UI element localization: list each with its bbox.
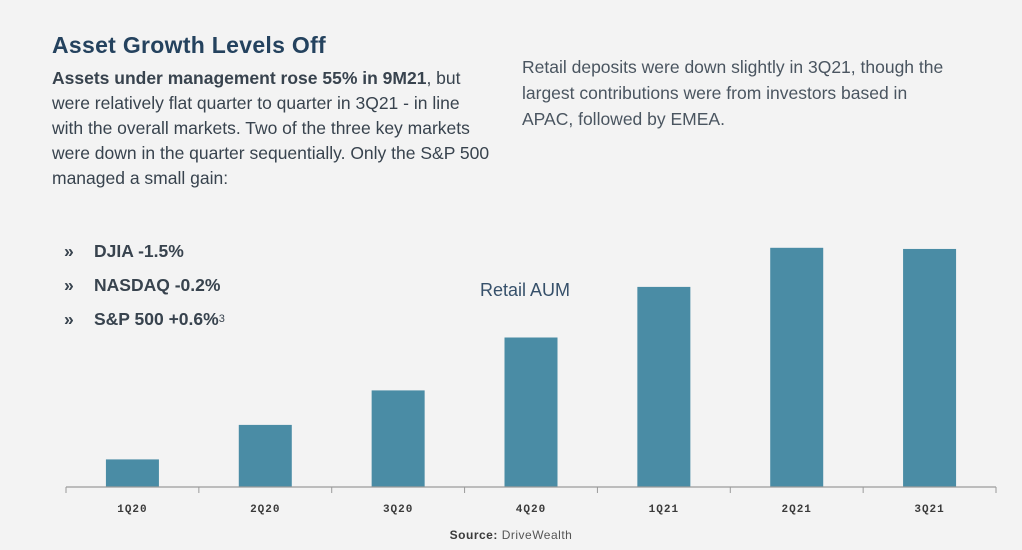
bullet-nasdaq: » NASDAQ -0.2% [64,268,225,302]
x-tick-label: 4Q20 [516,504,546,516]
x-tick-label: 2Q20 [250,504,280,516]
left-paragraph: Assets under management rose 55% in 9M21… [52,66,492,191]
chevron-right-icon: » [64,309,74,329]
bar-1q21 [637,286,691,487]
bar-3q21 [903,248,957,487]
bullet-sp500: » S&P 500 +0.6% 3 [64,302,225,336]
right-paragraph: Retail deposits were down slightly in 3Q… [522,57,944,129]
source-value: DriveWealth [501,528,573,542]
paragraph-lead: Assets under management rose 55% in 9M21 [52,68,427,88]
x-tick-label: 3Q20 [383,504,413,516]
source-label: Source: [449,528,498,542]
chevron-right-icon: » [64,275,74,295]
bar-4q20 [504,337,558,487]
market-bullet-list: » DJIA -1.5% » NASDAQ -0.2% » S&P 500 +0… [64,234,225,336]
paragraph-body: , but were relatively flat quarter to qu… [52,68,490,188]
bar-2q21 [770,247,824,487]
bullet-text: DJIA -1.5% [94,241,184,261]
bullet-djia: » DJIA -1.5% [64,234,225,268]
source-note: Source: DriveWealth [0,528,1022,542]
x-tick-label: 2Q21 [782,504,812,516]
bullet-text: S&P 500 +0.6% [94,309,219,329]
bullet-text: NASDAQ -0.2% [94,275,221,295]
x-tick-label: 3Q21 [914,504,944,516]
footnote-marker: 3 [218,313,225,325]
bar-3q20 [371,390,425,487]
x-tick-label: 1Q21 [649,504,679,516]
bar-1q20 [105,459,159,487]
page-title: Asset Growth Levels Off [52,32,327,58]
x-tick-label: 1Q20 [117,504,147,516]
series-label: Retail AUM [480,280,570,300]
bar-2q20 [238,424,292,487]
chevron-right-icon: » [64,241,74,261]
